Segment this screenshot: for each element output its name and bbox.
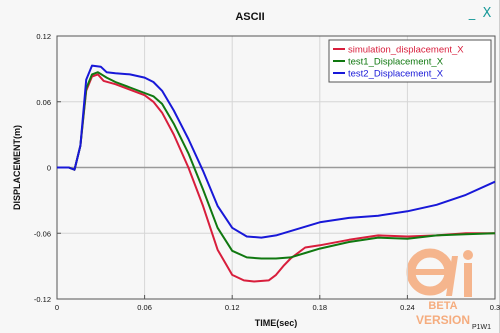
page-window-label: P1W1 xyxy=(471,324,491,331)
window-controls: _ X xyxy=(466,7,493,21)
x-tick-label: 0.18 xyxy=(312,303,327,312)
legend-label: test1_Displacement_X xyxy=(348,57,444,68)
y-tick-label: 0.06 xyxy=(36,98,51,107)
x-tick-label: 0.24 xyxy=(400,303,415,312)
y-axis-label: DISPLACEMENT(m) xyxy=(12,125,22,210)
legend-label: simulation_displacement_X xyxy=(348,45,464,56)
close-button[interactable]: X xyxy=(482,6,492,21)
x-axis-label: TIME(sec) xyxy=(255,318,298,328)
x-tick-label: 0.3 xyxy=(490,303,500,312)
legend-label: test2_Displacement_X xyxy=(348,69,444,80)
series-lines xyxy=(57,64,496,283)
watermark-version: VERSION xyxy=(416,313,470,327)
esi-logo-icon xyxy=(406,248,473,297)
y-tick-label: 0 xyxy=(47,164,51,173)
legend: simulation_displacement_Xtest1_Displacem… xyxy=(328,39,492,83)
y-tick-label: -0.12 xyxy=(34,295,51,304)
x-tick-label: 0 xyxy=(55,303,59,312)
minimize-button[interactable]: _ xyxy=(468,6,476,21)
series-line xyxy=(57,64,496,239)
x-tick-label: 0.06 xyxy=(137,303,152,312)
y-tick-label: -0.06 xyxy=(34,229,51,238)
series-line xyxy=(57,71,496,260)
y-tick-label: 0.12 xyxy=(36,32,51,41)
grid xyxy=(57,36,495,299)
esi-logo-watermark: BETA VERSION xyxy=(406,248,473,327)
x-tick-label: 0.12 xyxy=(225,303,240,312)
watermark-beta: BETA xyxy=(428,300,457,312)
series-line xyxy=(57,73,495,283)
window-title: ASCII xyxy=(235,11,265,23)
legend-box xyxy=(328,39,492,83)
